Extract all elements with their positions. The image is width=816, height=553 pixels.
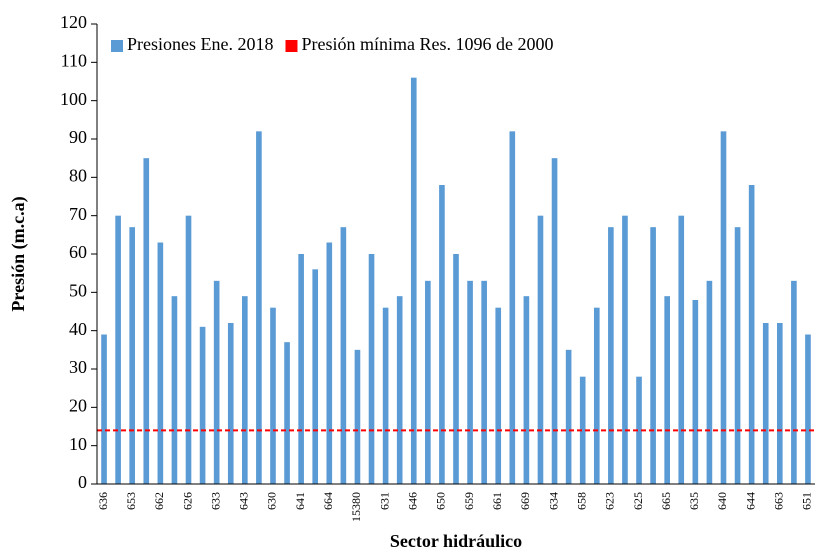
bar [551, 158, 558, 484]
bar [748, 185, 755, 484]
bar [664, 296, 670, 484]
y-tick-label: 20 [69, 395, 87, 415]
bar [706, 280, 713, 484]
bar [805, 334, 811, 484]
bar [579, 376, 586, 484]
x-tick-label: 650 [434, 492, 448, 510]
bar [692, 300, 699, 484]
y-tick-label: 0 [78, 472, 87, 492]
legend-swatch [285, 40, 298, 52]
bar [439, 185, 445, 484]
x-tick-label: 630 [265, 492, 279, 510]
x-tick-label: 662 [152, 492, 166, 510]
y-tick-label: 110 [61, 50, 87, 70]
x-tick-label: 659 [462, 492, 476, 510]
x-tick-label: 631 [377, 492, 391, 510]
bar [565, 349, 572, 484]
y-tick-label: 120 [60, 12, 87, 32]
x-tick-label: 653 [124, 492, 138, 510]
legend-label: Presión mínima Res. 1096 de 2000 [301, 34, 553, 54]
bar [368, 254, 375, 484]
x-tick-label: 15380 [349, 492, 363, 522]
bar [425, 280, 431, 484]
bar [382, 307, 389, 484]
x-tick-label: 669 [518, 492, 532, 510]
bar [171, 296, 178, 484]
bar [762, 323, 769, 484]
bar [340, 227, 347, 484]
bar [467, 280, 473, 484]
bar [537, 215, 544, 484]
y-tick-label: 60 [69, 242, 87, 262]
bar [115, 215, 121, 484]
bar [256, 131, 262, 485]
x-tick-label: 636 [96, 492, 110, 510]
bar [495, 307, 502, 484]
x-tick-label: 641 [293, 492, 307, 510]
bar [270, 307, 276, 484]
x-tick-label: 635 [687, 492, 701, 510]
x-tick-label: 658 [574, 492, 588, 510]
bar [593, 307, 600, 484]
y-tick-label: 40 [69, 319, 87, 339]
bar [776, 323, 783, 484]
bar [199, 326, 206, 484]
bar [213, 280, 220, 484]
x-tick-label: 664 [321, 492, 335, 510]
x-tick-label: 634 [546, 492, 560, 510]
x-axis-title: Sector hidráulico [390, 531, 522, 551]
x-tick-label: 643 [237, 492, 251, 510]
bar [734, 227, 741, 484]
x-tick-label: 661 [490, 492, 504, 510]
bar [636, 376, 642, 484]
x-tick-label: 640 [715, 492, 729, 510]
bar [157, 242, 164, 484]
y-tick-label: 90 [69, 127, 87, 147]
bar [326, 242, 333, 484]
x-tick-label: 665 [659, 492, 673, 510]
x-tick-label: 633 [208, 492, 222, 510]
x-tick-label: 663 [772, 492, 786, 510]
bar [523, 296, 530, 484]
y-tick-label: 50 [69, 280, 87, 300]
y-tick-label: 100 [60, 89, 87, 109]
bar [284, 342, 290, 484]
bar [410, 77, 417, 485]
bar [312, 269, 319, 484]
y-tick-label: 70 [69, 204, 87, 224]
y-tick-label: 10 [69, 434, 87, 454]
bar [791, 280, 797, 484]
bar [227, 323, 234, 484]
bar [185, 215, 192, 484]
bar [720, 131, 727, 485]
bar [129, 227, 136, 484]
y-tick-label: 80 [69, 165, 87, 185]
x-tick-label: 651 [800, 492, 814, 510]
bar [650, 227, 656, 484]
bar [608, 227, 614, 484]
legend-swatch [111, 40, 123, 52]
bar [354, 349, 361, 484]
bar [509, 131, 516, 485]
bar [622, 215, 628, 484]
x-tick-label: 626 [180, 492, 194, 510]
x-tick-label: 646 [406, 492, 420, 510]
bar [453, 254, 459, 484]
y-axis-title: Presión (m.c.a) [8, 196, 29, 311]
x-tick-label: 623 [603, 492, 617, 510]
y-tick-label: 30 [69, 357, 87, 377]
bar [298, 254, 304, 484]
bar [481, 280, 487, 484]
bar [242, 296, 248, 484]
x-tick-label: 625 [631, 492, 645, 510]
legend-label: Presiones Ene. 2018 [127, 34, 273, 54]
bar [396, 296, 403, 484]
bar [143, 158, 150, 484]
x-tick-label: 644 [743, 492, 757, 510]
bar [678, 215, 685, 484]
bar [101, 334, 107, 484]
